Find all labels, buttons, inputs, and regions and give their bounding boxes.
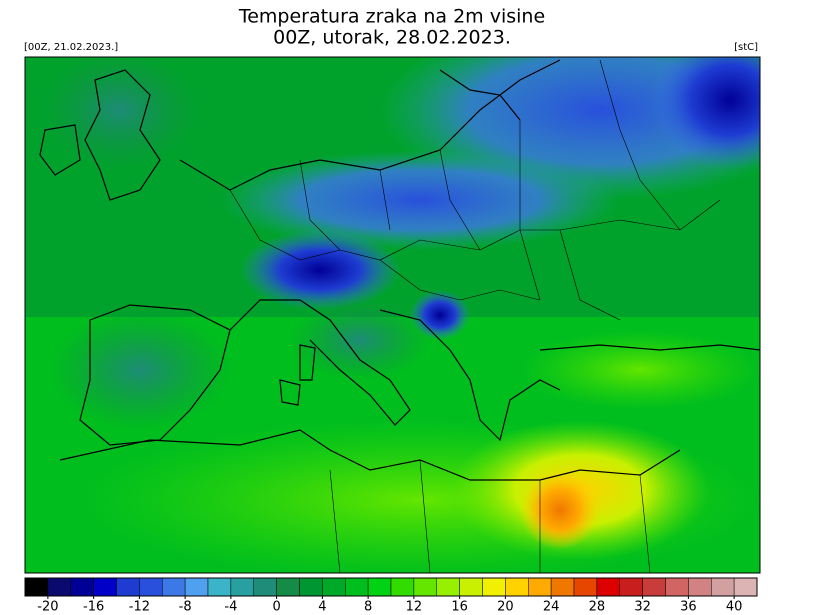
coastline: [439, 69, 521, 121]
borders: [229, 59, 721, 573]
colorbar: -20 -16 -12 -8 -4 0 4 8 12 16 20 24 28 32 36 40: [24, 577, 758, 615]
tick-label: 16: [451, 600, 468, 615]
tick-label: 36: [680, 600, 697, 615]
colorbar-box: [93, 577, 117, 597]
colorbar-box: [367, 577, 392, 597]
colorbar-box: [459, 577, 483, 597]
tick-label: -4: [224, 600, 237, 615]
temperature-field: [25, 57, 760, 573]
coastline: [59, 429, 681, 481]
colorbar-box: [70, 577, 94, 597]
colorbar-box: [619, 577, 643, 597]
colorbar-box: [688, 577, 712, 597]
colorbar-box: [482, 577, 506, 597]
tick-label: 8: [364, 600, 372, 615]
tick-label: -12: [129, 600, 150, 615]
coastline: [379, 309, 561, 442]
colorbar-box: [47, 577, 71, 597]
colorbar-box: [665, 577, 689, 597]
colorbar-box: [230, 577, 254, 597]
border: [599, 59, 721, 231]
tick-label: 28: [589, 600, 606, 615]
colorbar-box: [184, 577, 209, 597]
border: [299, 120, 621, 321]
border: [329, 459, 651, 573]
colorbar-box: [528, 577, 552, 597]
colorbar-box: [436, 577, 460, 597]
tick-label: 40: [726, 600, 743, 615]
colorbar-box: [299, 577, 323, 597]
colorbar-box: [24, 577, 49, 597]
coastline: [229, 299, 411, 426]
tick-label: -20: [37, 600, 58, 615]
colorbar-box: [162, 577, 186, 597]
cool-area: [290, 300, 430, 380]
colorbar-box: [139, 577, 163, 597]
colorbar-box: [345, 577, 369, 597]
tick-label: -8: [179, 600, 192, 615]
colorbar-box: [390, 577, 415, 597]
colorbar-box: [207, 577, 232, 597]
tick-label: 12: [406, 600, 423, 615]
colorbar-box: [573, 577, 598, 597]
hot-area: [520, 470, 600, 550]
colorbar-box: [642, 577, 666, 597]
colorbar-box: [711, 577, 735, 597]
title: Temperatura zraka na 2m visine: [238, 6, 545, 28]
colorbar-box: [276, 577, 300, 597]
colorbar-box: [505, 577, 529, 597]
tick-label: -16: [83, 600, 104, 615]
tick-label: 4: [318, 600, 326, 615]
colorbar-box: [116, 577, 140, 597]
cool-area: [40, 57, 200, 170]
map-frame: [24, 56, 761, 574]
colorbar-box: [413, 577, 437, 597]
cold-area: [650, 57, 760, 170]
border: [379, 259, 541, 301]
colorbar-box: [733, 577, 758, 597]
tick-label: 20: [497, 600, 514, 615]
coastline: [279, 344, 316, 406]
coastlines: [39, 59, 760, 481]
tick-label: 0: [272, 600, 280, 615]
cool-area: [50, 310, 230, 430]
colorbar-frame: [24, 577, 758, 597]
coastline: [39, 124, 81, 176]
border: [229, 189, 681, 261]
subtitle: 00Z, utorak, 28.02.2023.: [273, 27, 511, 49]
colorbar-box: [550, 577, 575, 597]
colorbar-box: [596, 577, 620, 597]
colorbar-box: [322, 577, 346, 597]
unit-label: [stC]: [734, 42, 758, 53]
coastline: [539, 344, 760, 351]
run-label: [00Z, 21.02.2023.]: [24, 42, 118, 53]
colorbar-box: [253, 577, 277, 597]
coastline: [79, 304, 231, 446]
mild-area: [520, 330, 760, 410]
coastline: [84, 69, 161, 201]
cold-area: [220, 150, 620, 250]
tick-label: 32: [634, 600, 651, 615]
tick-label: 24: [543, 600, 560, 615]
